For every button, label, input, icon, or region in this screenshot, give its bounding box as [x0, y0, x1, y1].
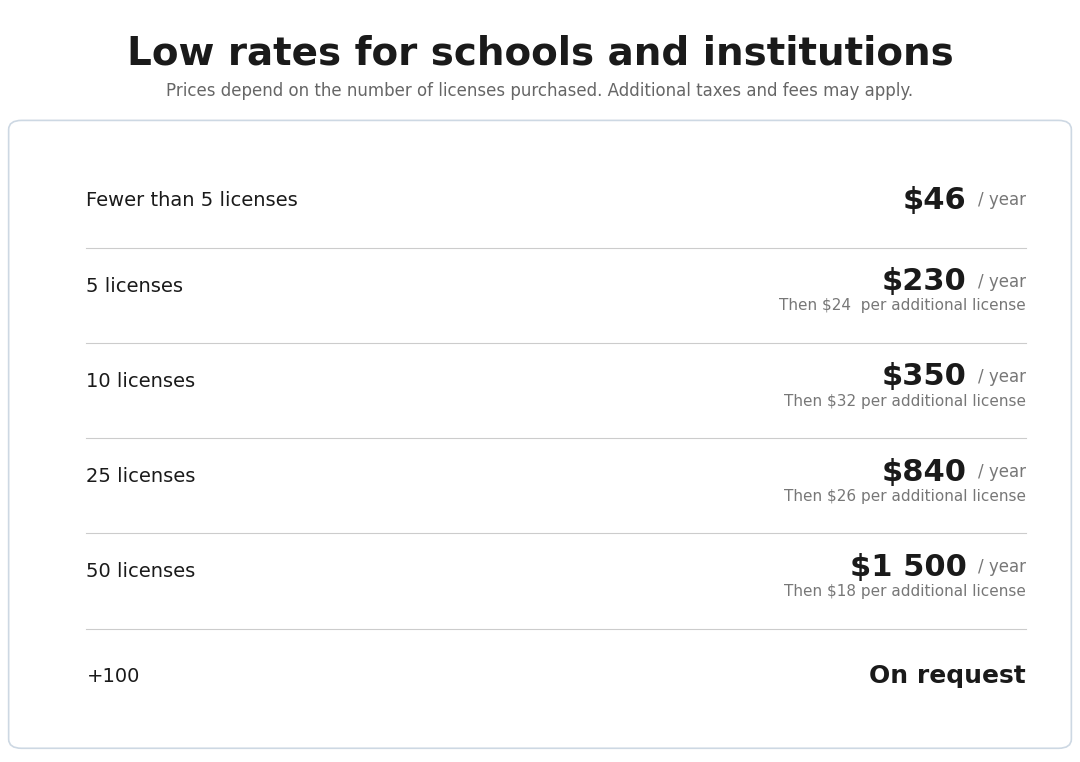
Text: / year: / year: [978, 368, 1026, 386]
Text: 10 licenses: 10 licenses: [86, 372, 195, 391]
Text: Then $32 per additional license: Then $32 per additional license: [784, 394, 1026, 408]
Text: / year: / year: [978, 273, 1026, 290]
Text: Then $24  per additional license: Then $24 per additional license: [780, 299, 1026, 313]
Text: 5 licenses: 5 licenses: [86, 277, 184, 296]
Text: Fewer than 5 licenses: Fewer than 5 licenses: [86, 190, 298, 210]
Text: Prices depend on the number of licenses purchased. Additional taxes and fees may: Prices depend on the number of licenses …: [166, 82, 914, 100]
Text: Low rates for schools and institutions: Low rates for schools and institutions: [126, 34, 954, 72]
Text: On request: On request: [869, 664, 1026, 688]
Text: / year: / year: [978, 191, 1026, 209]
Text: 25 licenses: 25 licenses: [86, 467, 195, 486]
Text: $1 500: $1 500: [850, 552, 967, 582]
Text: $46: $46: [903, 185, 967, 215]
Text: $230: $230: [882, 267, 967, 296]
Text: Then $26 per additional license: Then $26 per additional license: [784, 489, 1026, 504]
Text: $350: $350: [881, 362, 967, 392]
FancyBboxPatch shape: [9, 120, 1071, 748]
Text: / year: / year: [978, 463, 1026, 481]
Text: 50 licenses: 50 licenses: [86, 562, 195, 581]
Text: Then $18 per additional license: Then $18 per additional license: [784, 584, 1026, 599]
Text: +100: +100: [86, 667, 139, 686]
Text: / year: / year: [978, 559, 1026, 576]
Text: $840: $840: [881, 457, 967, 487]
